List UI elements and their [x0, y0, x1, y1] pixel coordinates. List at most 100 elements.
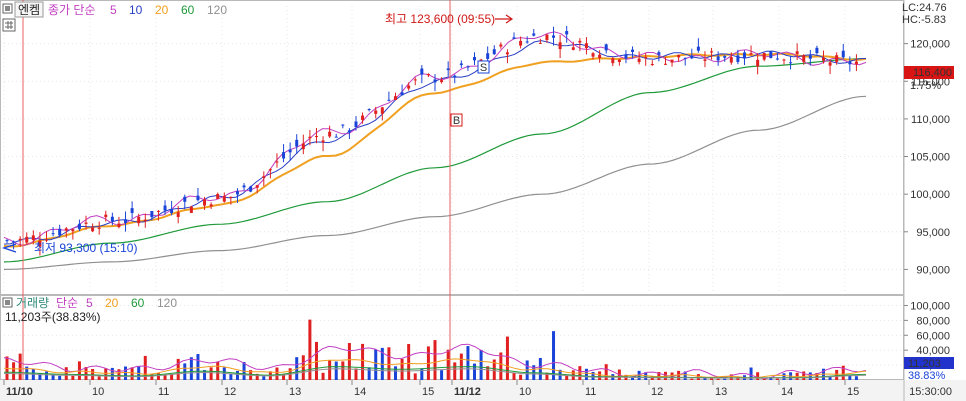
volume-bar	[749, 367, 753, 380]
volume-bar	[505, 336, 509, 380]
candle-body	[196, 195, 200, 201]
sell-signal-badge[interactable]	[477, 60, 490, 74]
volume-bar	[216, 361, 220, 380]
candle-body	[769, 51, 773, 59]
volume-bar	[117, 369, 121, 380]
high-arrow-icon	[495, 14, 514, 24]
candle-body	[584, 43, 588, 49]
candle-body	[473, 57, 477, 61]
ma-legend-item[interactable]: 20	[155, 3, 169, 17]
candle-body	[314, 135, 318, 137]
volume-ma-legend-item[interactable]: 120	[157, 296, 177, 310]
candle-body	[663, 63, 667, 65]
candle-body	[361, 115, 365, 120]
buy-signal-badge[interactable]	[450, 113, 463, 127]
volume-tick-label: 100,000	[910, 300, 950, 312]
candle-body	[598, 54, 602, 58]
ma-legend-item[interactable]: 10	[129, 3, 143, 17]
volume-bar	[690, 378, 694, 380]
volume-ma-legend-item[interactable]: 20	[105, 296, 119, 310]
stock-name-button[interactable]	[14, 1, 44, 18]
grid-toggle-icon-glyph	[5, 21, 13, 29]
candle-body	[380, 107, 384, 114]
low-arrow-icon	[1, 243, 17, 253]
candle-body	[426, 74, 430, 76]
candle-body	[499, 44, 503, 47]
ma-legend-item[interactable]: 5	[110, 3, 117, 17]
candle-body	[249, 186, 253, 192]
time-label: 14	[354, 386, 366, 398]
volume-bar	[12, 362, 16, 380]
candle-body	[110, 216, 114, 222]
volume-bar	[229, 373, 233, 380]
candle-body	[749, 53, 753, 55]
candle-body	[552, 35, 556, 38]
current-volume-badge	[904, 357, 954, 369]
candle-body	[393, 96, 397, 100]
volume-bar	[835, 369, 839, 380]
price-tick-label: 110,000	[911, 114, 950, 126]
current-price-text: 116,400	[913, 67, 952, 79]
volume-bar	[308, 319, 312, 380]
volume-bar	[104, 368, 108, 380]
candle-body	[77, 223, 81, 230]
low-annotation: 최저 93,300 (15:10)	[34, 241, 137, 255]
price-tick-label: 100,000	[910, 189, 950, 201]
candle-body	[440, 80, 444, 83]
candle-body	[835, 55, 839, 62]
high-annotation: 최고 123,600 (09:55)	[385, 12, 495, 26]
volume-bar	[433, 340, 437, 380]
candle-body	[216, 194, 220, 199]
volume-bar	[552, 331, 556, 380]
ma-legend-item[interactable]: 120	[207, 3, 227, 17]
candle-body	[130, 208, 134, 213]
volume-ma-legend-item[interactable]: 5	[86, 296, 93, 310]
candle-body	[578, 40, 582, 43]
volume-bar	[387, 347, 391, 380]
volume-bar	[163, 375, 167, 380]
time-axis-end: 15:30:00	[909, 386, 952, 398]
candle-body	[571, 47, 575, 50]
candle-body	[222, 196, 226, 202]
candle-body	[716, 56, 720, 61]
candle-body	[565, 31, 569, 35]
candle-body	[617, 59, 621, 63]
candle-body	[235, 191, 239, 195]
volume-bar	[854, 376, 858, 380]
volume-bar	[492, 359, 496, 380]
candle-body	[321, 140, 325, 143]
candle-body	[407, 85, 411, 89]
candle-body	[51, 233, 55, 235]
volume-bar	[446, 349, 450, 380]
volume-bar	[110, 367, 114, 380]
time-label: 14	[781, 386, 793, 398]
candle-body	[64, 228, 68, 231]
candle-body	[262, 176, 266, 178]
volume-bar	[519, 374, 523, 380]
volume-ma-legend-item[interactable]: 60	[131, 296, 145, 310]
ma-legend-item[interactable]: 60	[181, 3, 195, 17]
candle-body	[413, 79, 417, 81]
candle-body	[624, 54, 628, 59]
volume-bar	[130, 367, 134, 380]
volume-bar	[262, 376, 266, 380]
grid-toggle-icon[interactable]	[2, 18, 16, 32]
candle-body	[677, 54, 681, 58]
candle-body	[91, 227, 95, 232]
time-label: 12	[651, 386, 663, 398]
volume-bar	[756, 372, 760, 380]
volume-bar	[84, 366, 88, 380]
indicator-title: 종가 단순	[48, 3, 96, 17]
time-label: 10	[92, 386, 104, 398]
candle-body	[532, 33, 536, 36]
candle-body	[104, 214, 108, 218]
volume-bar	[235, 370, 239, 380]
candle-body	[229, 196, 233, 198]
candle-body	[696, 46, 700, 51]
candle-body	[505, 52, 509, 55]
candle-body	[209, 204, 213, 207]
volume-bar	[650, 376, 654, 380]
time-label: 11/12	[454, 386, 481, 398]
time-label: 15	[847, 386, 859, 398]
